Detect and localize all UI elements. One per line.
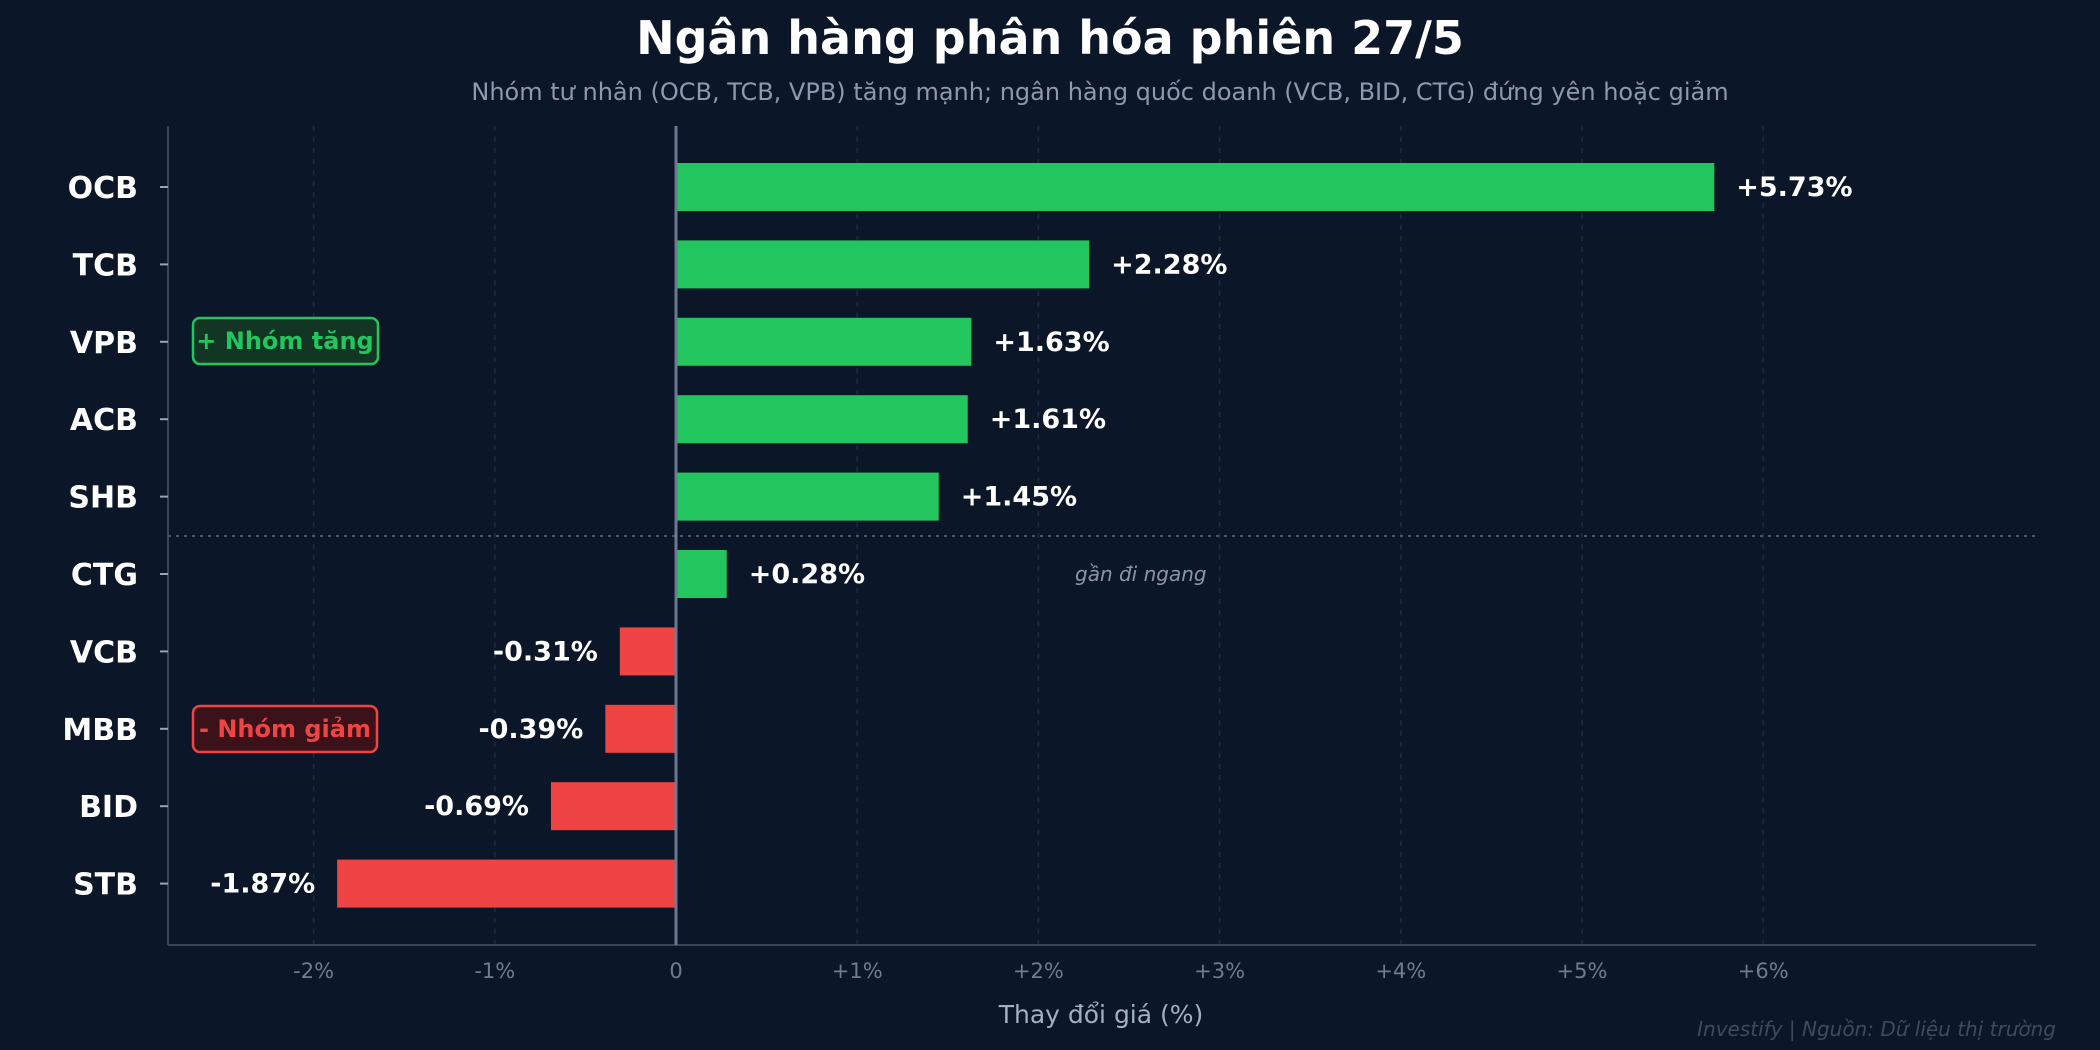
bar-ocb (676, 163, 1715, 211)
bars-group (337, 163, 1715, 908)
bar-mbb (605, 704, 676, 753)
x-axis-label: Thay đổi giá (%) (998, 1000, 1204, 1029)
value-labels: +5.73% +2.28% +1.63% +1.61% +1.45% +0.28% -0.3… (210, 172, 1852, 900)
value-label-vcb: -0.31% (493, 636, 598, 667)
bar-acb (676, 395, 968, 444)
category-label-acb: ACB (70, 403, 138, 438)
bar-vcb (619, 627, 676, 676)
x-tick-label: +5% (1557, 959, 1608, 983)
value-label-acb: +1.61% (990, 404, 1106, 435)
value-label-ctg: +0.28% (749, 559, 865, 590)
value-label-mbb: -0.39% (478, 714, 583, 745)
value-label-stb: -1.87% (210, 869, 315, 900)
group-up-badge-box (191, 316, 380, 366)
chart-title: Ngân hàng phân hóa phiên 27/5 (636, 11, 1464, 65)
category-label-stb: STB (73, 868, 138, 903)
category-label-vpb: VPB (70, 326, 138, 361)
bar-vpb (676, 317, 972, 366)
x-tick-label: 0 (669, 959, 682, 983)
x-tick-label: +3% (1194, 959, 1245, 983)
value-label-tcb: +2.28% (1111, 249, 1227, 280)
category-label-mbb: MBB (62, 713, 138, 748)
value-label-vpb: +1.63% (993, 327, 1109, 358)
x-tick-label: -1% (474, 959, 515, 983)
bar-ctg (676, 550, 727, 598)
group-down-badge-box (191, 704, 379, 754)
group-down-badge-text: - Nhóm giảm (199, 715, 371, 743)
category-label-tcb: TCB (73, 248, 138, 283)
category-label-shb: SHB (68, 481, 138, 516)
x-tick-label: +6% (1738, 959, 1789, 983)
flat-annotation: gần đi ngang (1075, 562, 1207, 586)
x-tick-labels: -2% -1% 0 +1% +2% +3% +4% +5% +6% (293, 959, 1789, 983)
value-label-bid: -0.69% (424, 791, 529, 822)
category-label-vcb: VCB (70, 635, 138, 670)
group-up-badge: + Nhóm tăng (191, 316, 380, 366)
category-labels: OCB TCB VPB ACB SHB CTG VCB MBB BID STB (62, 171, 168, 903)
group-down-badge: - Nhóm giảm (191, 704, 379, 754)
bar-tcb (676, 240, 1090, 289)
category-label-ctg: CTG (71, 558, 138, 593)
category-label-ocb: OCB (68, 171, 138, 206)
x-tick-label: +1% (832, 959, 883, 983)
x-tick-label: +4% (1375, 959, 1426, 983)
x-tick-label: -2% (293, 959, 334, 983)
category-label-bid: BID (79, 790, 138, 825)
x-tick-label: +2% (1013, 959, 1064, 983)
chart-subtitle: Nhóm tư nhân (OCB, TCB, VPB) tăng mạnh; … (471, 78, 1728, 106)
value-label-ocb: +5.73% (1736, 172, 1852, 203)
bar-shb (676, 472, 939, 521)
bar-bid (550, 782, 676, 831)
group-up-badge-text: + Nhóm tăng (196, 327, 373, 355)
bar-stb (337, 859, 676, 908)
value-label-shb: +1.45% (961, 482, 1077, 513)
source-footer: Investify | Nguồn: Dữ liệu thị trường (1697, 1017, 2056, 1041)
